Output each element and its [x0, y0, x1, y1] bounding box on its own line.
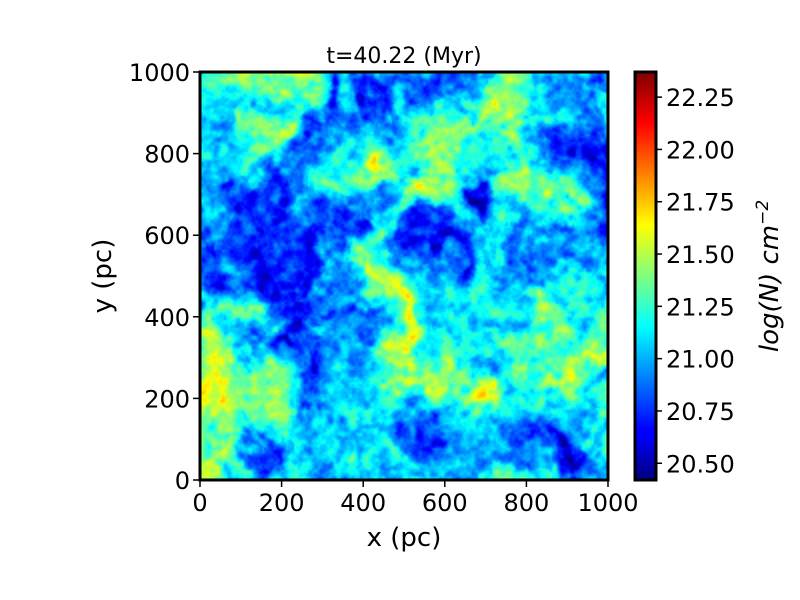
colorbar-ticks: 20.50 20.75 21.00 21.25 21.50 21.75 22.00 22.25 [656, 84, 735, 478]
y-tick-label: 200 [144, 385, 190, 413]
y-axis-ticks: 0 200 400 600 800 1000 [129, 59, 200, 495]
colorbar-tick-label: 21.25 [666, 293, 735, 321]
colorbar [633, 70, 658, 482]
colorbar-tick-label: 21.00 [666, 346, 735, 374]
colorbar-tick-label: 22.25 [666, 84, 735, 112]
x-tick-label: 600 [422, 489, 468, 517]
colorbar-label-base: log(N) cm [755, 225, 785, 352]
colorbar-tick-label: 20.75 [666, 398, 735, 426]
x-axis-ticks: 0 200 400 600 800 1000 [192, 480, 639, 517]
y-tick-label: 0 [175, 467, 190, 495]
y-tick-label: 400 [144, 304, 190, 332]
column-density-map [200, 72, 608, 480]
x-tick-label: 1000 [577, 489, 638, 517]
colorbar-tick-label: 21.50 [666, 241, 735, 269]
y-axis-label: y (pc) [88, 239, 118, 314]
colorbar-tick-label: 20.50 [666, 450, 735, 478]
x-tick-label: 0 [192, 489, 207, 517]
heatmap-area [200, 72, 608, 480]
colorbar-tick-label: 22.00 [666, 136, 735, 164]
y-tick-label: 1000 [129, 59, 190, 87]
x-axis-label: x (pc) [367, 523, 442, 553]
colorbar-tick-label: 21.75 [666, 189, 735, 217]
plot-frame [198, 70, 610, 482]
x-tick-label: 200 [259, 489, 305, 517]
x-tick-label: 400 [340, 489, 386, 517]
y-tick-label: 800 [144, 141, 190, 169]
y-tick-label: 600 [144, 222, 190, 250]
chart-title: t=40.22 (Myr) [326, 44, 481, 69]
colorbar-label: log(N) cm−2 [753, 200, 785, 352]
colorbar-label-exponent: −2 [753, 200, 773, 225]
x-tick-label: 800 [503, 489, 549, 517]
